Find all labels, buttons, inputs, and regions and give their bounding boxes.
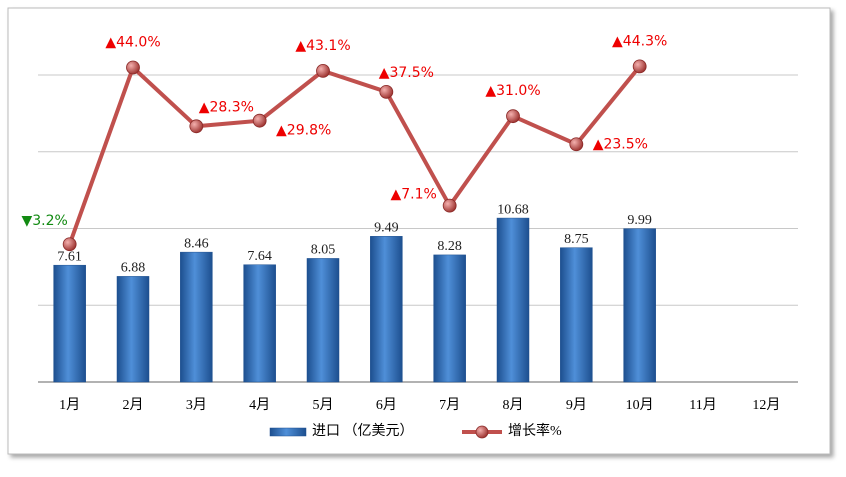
x-tick-label: 8月 [503, 397, 524, 413]
line-label: ▲43.1% [295, 38, 350, 54]
bar-label: 8.75 [564, 232, 589, 247]
line-label: ▼3.2% [21, 213, 67, 229]
line-label: ▲44.3% [612, 33, 667, 49]
line-marker [442, 198, 457, 213]
line-label: ▲37.5% [379, 65, 434, 81]
bar-label: 7.64 [247, 249, 272, 264]
bar [306, 258, 340, 383]
line-label: ▲28.3% [199, 99, 254, 115]
bar-label: 9.99 [627, 213, 652, 228]
line-marker [126, 60, 140, 75]
bar-label: 7.61 [57, 249, 82, 264]
x-tick-label: 9月 [566, 397, 587, 413]
bar-label: 8.28 [437, 239, 462, 254]
bar-label: 6.88 [121, 261, 146, 276]
line-marker [506, 109, 520, 124]
line-label: ▲23.5% [593, 136, 648, 152]
x-tick-label: 7月 [439, 397, 460, 413]
bar [496, 217, 530, 383]
bar [180, 251, 213, 383]
bar [116, 276, 150, 383]
bar [433, 254, 466, 383]
line-label: ▲7.1% [390, 187, 436, 203]
bar-label: 10.68 [497, 202, 529, 217]
x-tick-label: 1月 [59, 397, 80, 413]
bar [623, 228, 656, 383]
bar-label: 8.05 [311, 243, 336, 258]
x-tick-label: 5月 [313, 397, 334, 413]
x-tick-label: 10月 [626, 397, 654, 413]
legend-label: 进口 （亿美元） [312, 423, 414, 439]
x-tick-label: 6月 [376, 397, 397, 413]
line-marker [379, 84, 394, 99]
bar [243, 264, 276, 383]
line-marker [189, 119, 204, 134]
bar-label: 9.49 [374, 221, 399, 236]
line-marker [569, 137, 584, 152]
line-marker [632, 59, 647, 74]
bar [53, 264, 86, 383]
bar-label: 8.46 [184, 236, 209, 251]
line-marker [252, 113, 267, 128]
bar [370, 236, 403, 383]
x-tick-label: 3月 [186, 397, 207, 413]
legend-swatch [269, 427, 307, 437]
line-label: ▲44.0% [105, 35, 160, 51]
x-tick-label: 2月 [123, 397, 144, 413]
bar [560, 247, 593, 383]
line-label: ▲31.0% [485, 83, 540, 99]
legend-marker [475, 425, 489, 439]
line [67, 65, 642, 245]
x-tick-label: 12月 [752, 397, 780, 413]
line-label: ▲29.8% [276, 123, 331, 139]
line-marker [62, 237, 77, 252]
x-tick-label: 4月 [249, 397, 270, 413]
x-tick-label: 11月 [689, 397, 716, 413]
line-marker [316, 63, 330, 78]
legend-label: 增长率% [508, 422, 562, 439]
